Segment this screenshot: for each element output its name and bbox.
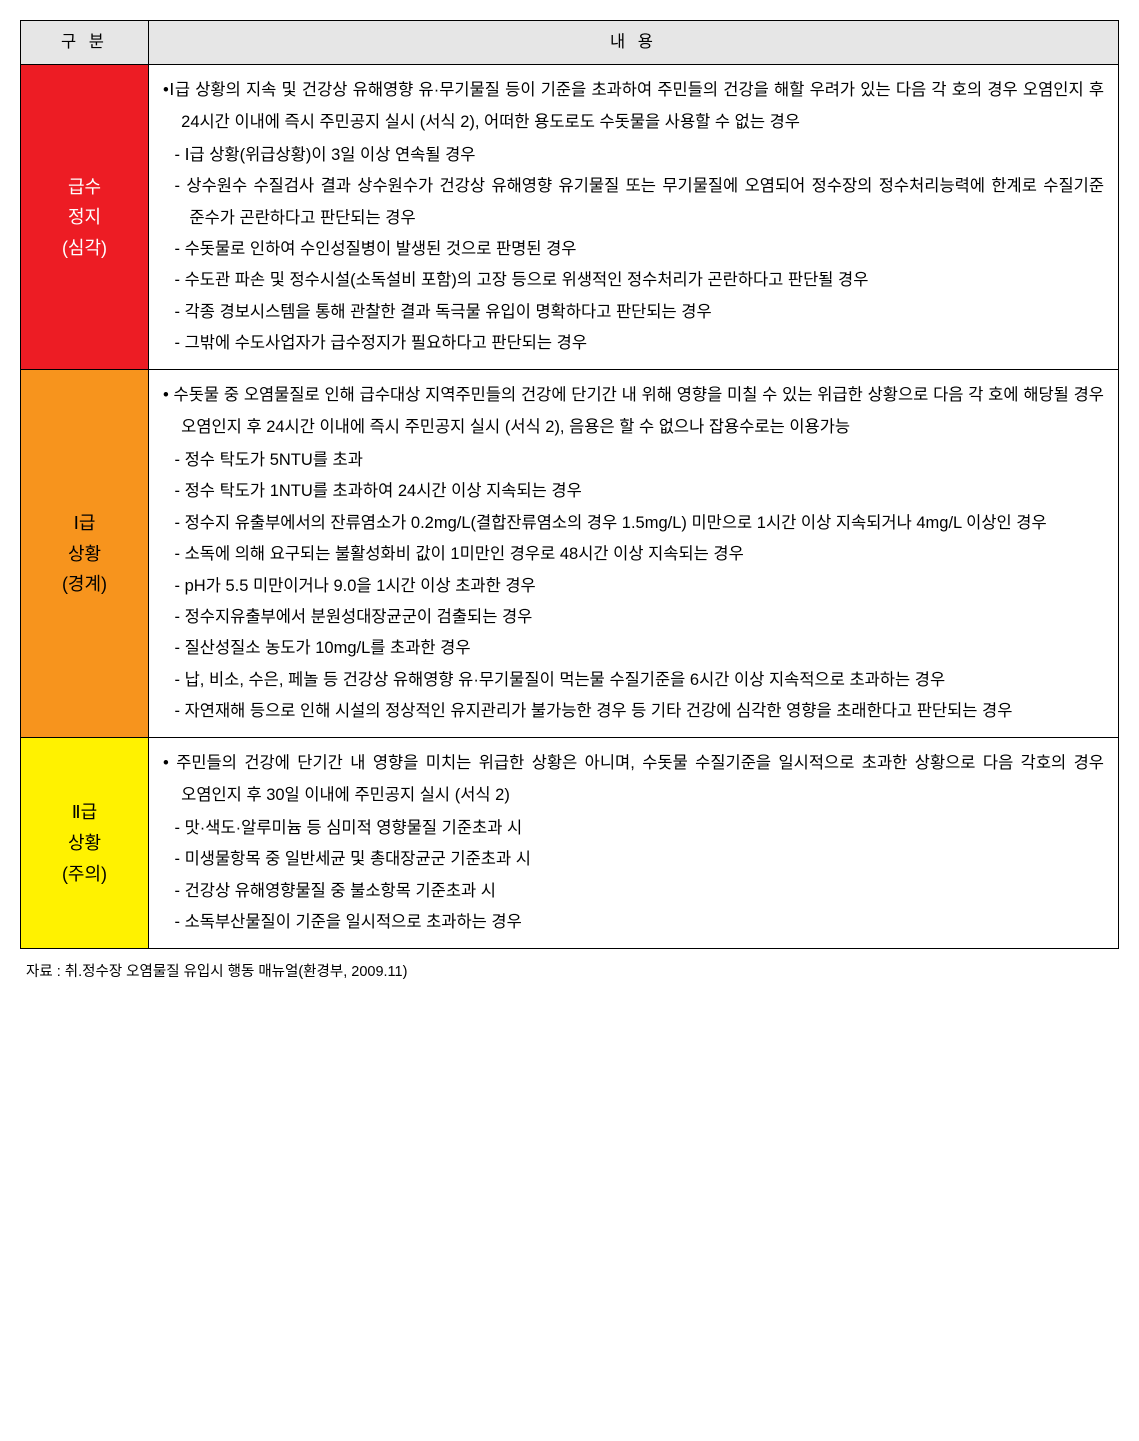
sub-item: - 납, 비소, 수은, 페놀 등 건강상 유해영향 유·무기물질이 먹는물 수… [163,665,1104,696]
sub-item: - 각종 경보시스템을 통해 관찰한 결과 독극물 유입이 명확하다고 판단되는… [163,297,1104,328]
sub-item: - 정수 탁도가 1NTU를 초과하여 24시간 이상 지속되는 경우 [163,476,1104,507]
level-label-severe: 급수 정지 (심각) [21,65,149,370]
sub-item: - 맛·색도·알루미늄 등 심미적 영향물질 기준초과 시 [163,813,1104,844]
header-category: 구 분 [21,21,149,65]
lead-text: • 수돗물 중 오염물질로 인해 급수대상 지역주민들의 건강에 단기간 내 위… [163,380,1104,443]
sub-item: - 수돗물로 인하여 수인성질병이 발생된 것으로 판명된 경우 [163,234,1104,265]
table-row: Ⅰ급 상황 (경계) • 수돗물 중 오염물질로 인해 급수대상 지역주민들의 … [21,370,1119,738]
lead-text: • 주민들의 건강에 단기간 내 영향을 미치는 위급한 상황은 아니며, 수돗… [163,748,1104,811]
label-line: 상황 [68,833,101,853]
level-content-alert: • 수돗물 중 오염물질로 인해 급수대상 지역주민들의 건강에 단기간 내 위… [149,370,1119,738]
label-line: (심각) [62,238,107,258]
criteria-table: 구 분 내 용 급수 정지 (심각) •Ⅰ급 상황의 지속 및 건강상 유해영향… [20,20,1119,949]
sub-item: - 상수원수 수질검사 결과 상수원수가 건강상 유해영향 유기물질 또는 무기… [163,171,1104,234]
sub-item: - 소독에 의해 요구되는 불활성화비 값이 1미만인 경우로 48시간 이상 … [163,539,1104,570]
table-row: Ⅱ급 상황 (주의) • 주민들의 건강에 단기간 내 영향을 미치는 위급한 … [21,738,1119,949]
level-label-caution: Ⅱ급 상황 (주의) [21,738,149,949]
sub-item: - 자연재해 등으로 인해 시설의 정상적인 유지관리가 불가능한 경우 등 기… [163,696,1104,727]
table-body: 급수 정지 (심각) •Ⅰ급 상황의 지속 및 건강상 유해영향 유·무기물질 … [21,65,1119,949]
label-line: 정지 [68,207,101,227]
source-citation: 자료 : 취.정수장 오염물질 유입시 행동 매뉴얼(환경부, 2009.11) [20,959,1119,987]
sub-item: - 그밖에 수도사업자가 급수정지가 필요하다고 판단되는 경우 [163,328,1104,359]
sub-item: - 정수지유출부에서 분원성대장균군이 검출되는 경우 [163,602,1104,633]
table-row: 급수 정지 (심각) •Ⅰ급 상황의 지속 및 건강상 유해영향 유·무기물질 … [21,65,1119,370]
sub-item: - 질산성질소 농도가 10mg/L를 초과한 경우 [163,633,1104,664]
sub-item: - 수도관 파손 및 정수시설(소독설비 포함)의 고장 등으로 위생적인 정수… [163,265,1104,296]
sub-item: - 소독부산물질이 기준을 일시적으로 초과하는 경우 [163,907,1104,938]
label-line: (주의) [62,864,107,884]
lead-text: •Ⅰ급 상황의 지속 및 건강상 유해영향 유·무기물질 등이 기준을 초과하여… [163,75,1104,138]
header-content: 내 용 [149,21,1119,65]
label-line: 급수 [68,177,101,197]
label-line: Ⅰ급 [74,513,96,533]
sub-item: - 정수지 유출부에서의 잔류염소가 0.2mg/L(결합잔류염소의 경우 1.… [163,508,1104,539]
label-line: (경계) [62,574,107,594]
level-label-alert: Ⅰ급 상황 (경계) [21,370,149,738]
label-line: 상황 [68,544,101,564]
sub-item: - pH가 5.5 미만이거나 9.0을 1시간 이상 초과한 경우 [163,571,1104,602]
level-content-caution: • 주민들의 건강에 단기간 내 영향을 미치는 위급한 상황은 아니며, 수돗… [149,738,1119,949]
sub-item: - 정수 탁도가 5NTU를 초과 [163,445,1104,476]
level-content-severe: •Ⅰ급 상황의 지속 및 건강상 유해영향 유·무기물질 등이 기준을 초과하여… [149,65,1119,370]
sub-item: - 미생물항목 중 일반세균 및 총대장균군 기준초과 시 [163,844,1104,875]
sub-item: - 건강상 유해영향물질 중 불소항목 기준초과 시 [163,876,1104,907]
sub-item: - Ⅰ급 상황(위급상황)이 3일 이상 연속될 경우 [163,140,1104,171]
table-header-row: 구 분 내 용 [21,21,1119,65]
label-line: Ⅱ급 [72,802,97,822]
